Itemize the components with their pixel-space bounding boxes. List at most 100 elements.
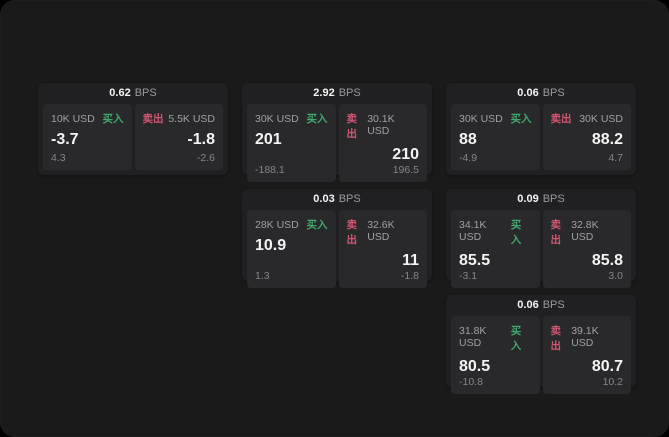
sell-panel[interactable]: 卖出 39.1K USD 80.7 10.2 (542, 316, 631, 394)
buy-change: -3.1 (459, 270, 478, 282)
bps-header: 2.92 BPS (247, 83, 427, 104)
buy-panel[interactable]: 34.1K USD 买入 85.5 -3.1 (451, 210, 540, 288)
sell-amount: 39.1K USD (571, 325, 599, 349)
buy-panel-top: 34.1K USD 买入 (459, 217, 532, 247)
quote-panels: 34.1K USD 买入 85.5 -3.1 卖出 32.8K USD 85.8… (451, 210, 631, 288)
buy-price: 80.5 (459, 358, 491, 375)
sell-price: -1.8 (187, 131, 215, 148)
sell-price: 88.2 (591, 131, 623, 148)
sell-amount: 30K USD (579, 113, 623, 125)
sell-price: 11 (402, 252, 419, 269)
bps-value: 0.06 (517, 87, 539, 99)
buy-panel-top: 28K USD 买入 (255, 217, 328, 232)
bps-header: 0.06 BPS (451, 83, 631, 104)
quote-panels: 30K USD 买入 88 -4.9 卖出 30K USD 88.2 4.7 (451, 104, 631, 170)
sell-amount: 32.8K USD (571, 219, 599, 243)
buy-panel[interactable]: 31.8K USD 买入 80.5 -10.8 (451, 316, 540, 394)
bps-unit: BPS (542, 193, 565, 205)
sell-price: 80.7 (591, 358, 623, 375)
bps-header: 0.62 BPS (43, 83, 223, 104)
sell-change: 4.7 (608, 152, 623, 164)
sell-label: 卖出 (550, 113, 572, 125)
quote-panels: 28K USD 买入 10.9 1.3 卖出 32.6K USD 11 -1.8 (247, 210, 427, 288)
bps-unit: BPS (542, 299, 565, 311)
cards-grid: 0.62 BPS 10K USD 买入 -3.7 4.3 卖出 5.5K USD… (38, 83, 636, 394)
quote-card: 2.92 BPS 30K USD 买入 201 -188.1 卖出 30.1K … (242, 83, 432, 182)
bps-value: 0.06 (517, 299, 539, 311)
buy-panel[interactable]: 30K USD 买入 201 -188.1 (247, 104, 336, 182)
quote-panels: 10K USD 买入 -3.7 4.3 卖出 5.5K USD -1.8 -2.… (43, 104, 223, 170)
buy-price: -3.7 (51, 131, 79, 148)
buy-label: 买入 (306, 219, 328, 231)
buy-panel[interactable]: 28K USD 买入 10.9 1.3 (247, 210, 336, 288)
sell-amount: 32.6K USD (367, 219, 395, 243)
buy-change: 4.3 (51, 152, 66, 164)
buy-price: 10.9 (255, 237, 287, 254)
bps-header: 0.03 BPS (247, 189, 427, 210)
buy-panel-top: 30K USD 买入 (255, 111, 328, 126)
buy-panel[interactable]: 10K USD 买入 -3.7 4.3 (43, 104, 132, 170)
buy-amount: 34.1K USD (459, 219, 487, 243)
bps-value: 0.03 (313, 193, 335, 205)
sell-panel-top: 卖出 32.6K USD (347, 217, 420, 247)
sell-label: 卖出 (346, 113, 358, 140)
buy-panel-top: 31.8K USD 买入 (459, 323, 532, 353)
bps-unit: BPS (338, 193, 361, 205)
sell-panel-top: 卖出 30K USD (551, 111, 624, 126)
buy-price: 201 (255, 131, 282, 148)
buy-label: 买入 (510, 113, 532, 125)
sell-change: 3.0 (608, 270, 623, 282)
buy-label: 买入 (510, 325, 522, 352)
buy-label: 买入 (510, 219, 522, 246)
sell-change: -1.8 (400, 270, 419, 282)
sell-label: 卖出 (550, 219, 562, 246)
buy-change: -4.9 (459, 152, 478, 164)
buy-label: 买入 (102, 113, 124, 125)
buy-panel[interactable]: 30K USD 买入 88 -4.9 (451, 104, 540, 170)
buy-price: 85.5 (459, 252, 491, 269)
bps-value: 2.92 (313, 87, 335, 99)
quote-panels: 30K USD 买入 201 -188.1 卖出 30.1K USD 210 1… (247, 104, 427, 182)
buy-amount: 28K USD (255, 219, 299, 231)
sell-label: 卖出 (142, 113, 164, 125)
quote-card: 0.09 BPS 34.1K USD 买入 85.5 -3.1 卖出 32.8K… (446, 189, 636, 288)
sell-amount: 5.5K USD (168, 113, 215, 125)
sell-panel[interactable]: 卖出 32.8K USD 85.8 3.0 (542, 210, 631, 288)
sell-label: 卖出 (550, 325, 562, 352)
quote-card: 0.03 BPS 28K USD 买入 10.9 1.3 卖出 32.6K US… (242, 189, 432, 288)
buy-change: -188.1 (255, 164, 285, 176)
sell-label: 卖出 (346, 219, 358, 246)
buy-amount: 10K USD (51, 113, 95, 125)
bps-unit: BPS (134, 87, 157, 99)
buy-change: 1.3 (255, 270, 270, 282)
bps-unit: BPS (542, 87, 565, 99)
sell-amount: 30.1K USD (367, 113, 395, 137)
bps-unit: BPS (338, 87, 361, 99)
bps-value: 0.62 (109, 87, 131, 99)
buy-price: 88 (459, 131, 477, 148)
quote-card: 0.06 BPS 30K USD 买入 88 -4.9 卖出 30K USD 8… (446, 83, 636, 175)
bps-value: 0.09 (517, 193, 539, 205)
sell-panel[interactable]: 卖出 32.6K USD 11 -1.8 (338, 210, 427, 288)
quote-card: 0.06 BPS 31.8K USD 买入 80.5 -10.8 卖出 39.1… (446, 295, 636, 394)
buy-panel-top: 10K USD 买入 (51, 111, 124, 126)
sell-price: 210 (392, 146, 419, 163)
buy-amount: 31.8K USD (459, 325, 487, 349)
sell-panel[interactable]: 卖出 30.1K USD 210 196.5 (338, 104, 427, 182)
bps-header: 0.06 BPS (451, 295, 631, 316)
sell-panel[interactable]: 卖出 5.5K USD -1.8 -2.6 (134, 104, 223, 170)
sell-panel[interactable]: 卖出 30K USD 88.2 4.7 (542, 104, 631, 170)
sell-price: 85.8 (591, 252, 623, 269)
sell-panel-top: 卖出 5.5K USD (143, 111, 216, 126)
sell-change: -2.6 (196, 152, 215, 164)
quote-card: 0.62 BPS 10K USD 买入 -3.7 4.3 卖出 5.5K USD… (38, 83, 228, 175)
sell-panel-top: 卖出 32.8K USD (551, 217, 624, 247)
sell-change: 10.2 (602, 376, 623, 388)
bps-header: 0.09 BPS (451, 189, 631, 210)
sell-change: 196.5 (392, 164, 419, 176)
buy-panel-top: 30K USD 买入 (459, 111, 532, 126)
sell-panel-top: 卖出 30.1K USD (347, 111, 420, 141)
buy-amount: 30K USD (459, 113, 503, 125)
sell-panel-top: 卖出 39.1K USD (551, 323, 624, 353)
